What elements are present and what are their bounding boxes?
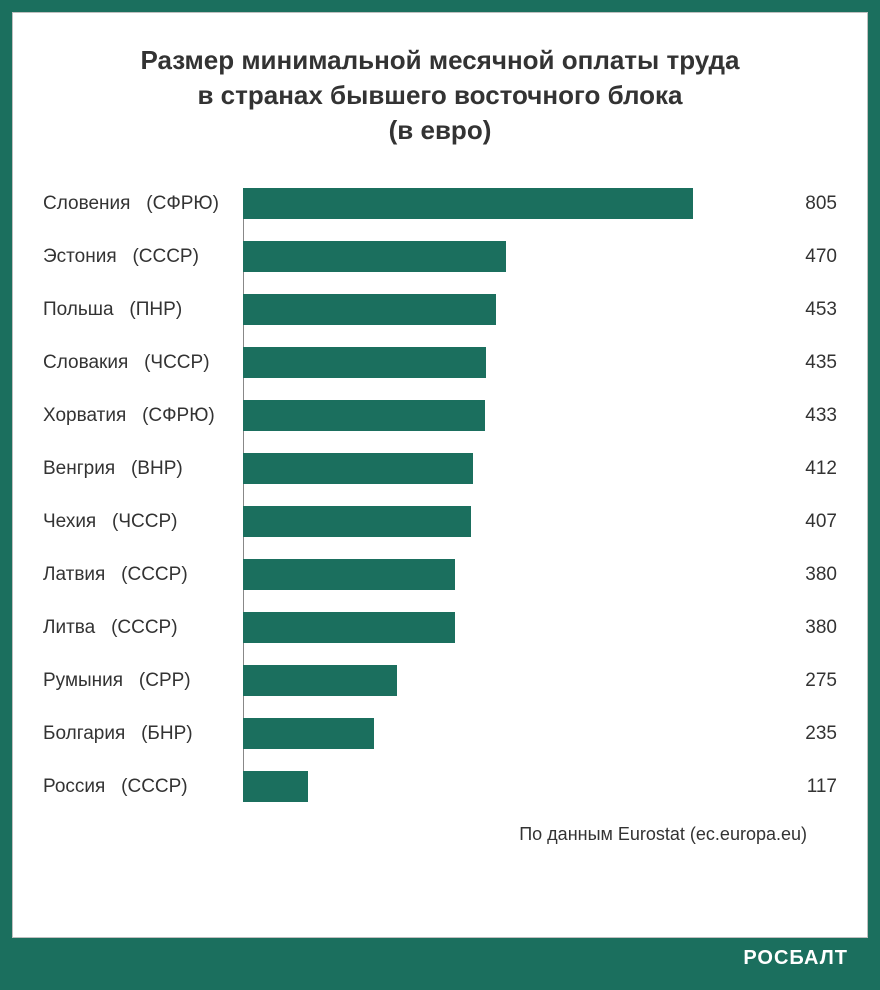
bar-track xyxy=(243,559,777,590)
bar-track xyxy=(243,453,777,484)
title-line-1: Размер минимальной месячной оплаты труда xyxy=(43,43,837,78)
bar-track xyxy=(243,506,777,537)
bar-row: Румыния (СРР)275 xyxy=(243,665,777,696)
row-label: Венгрия (ВНР) xyxy=(43,458,238,480)
row-label: Болгария (БНР) xyxy=(43,723,238,745)
footer-bar: РОСБАЛТ xyxy=(12,938,868,978)
value-label: 805 xyxy=(782,193,837,215)
bar-track xyxy=(243,347,777,378)
row-label: Литва (СССР) xyxy=(43,617,238,639)
bar xyxy=(243,400,485,431)
title-line-3: (в евро) xyxy=(43,113,837,148)
outer-frame: Размер минимальной месячной оплаты труда… xyxy=(0,0,880,990)
value-label: 412 xyxy=(782,458,837,480)
value-label: 275 xyxy=(782,670,837,692)
bar-track xyxy=(243,400,777,431)
bar-track xyxy=(243,241,777,272)
bar xyxy=(243,718,374,749)
row-label: Латвия (СССР) xyxy=(43,564,238,586)
row-label: Чехия (ЧССР) xyxy=(43,511,238,533)
chart-panel: Размер минимальной месячной оплаты труда… xyxy=(12,12,868,938)
value-label: 433 xyxy=(782,405,837,427)
bar-row: Чехия (ЧССР)407 xyxy=(243,506,777,537)
bar-row: Литва (СССР)380 xyxy=(243,612,777,643)
bar xyxy=(243,506,471,537)
value-label: 453 xyxy=(782,299,837,321)
bar-row: Хорватия (СФРЮ)433 xyxy=(243,400,777,431)
bar-row: Россия (СССР)117 xyxy=(243,771,777,802)
bar-row: Польша (ПНР)453 xyxy=(243,294,777,325)
value-label: 380 xyxy=(782,617,837,639)
bar-row: Эстония (СССР)470 xyxy=(243,241,777,272)
value-label: 380 xyxy=(782,564,837,586)
bar-track xyxy=(243,718,777,749)
source-note: По данным Eurostat (ec.europa.eu) xyxy=(43,824,837,845)
bar xyxy=(243,771,308,802)
bar xyxy=(243,453,473,484)
row-label: Россия (СССР) xyxy=(43,776,238,798)
chart-title: Размер минимальной месячной оплаты труда… xyxy=(43,43,837,148)
bar xyxy=(243,665,397,696)
row-label: Эстония (СССР) xyxy=(43,246,238,268)
bar-row: Словакия (ЧССР)435 xyxy=(243,347,777,378)
bar-track xyxy=(243,294,777,325)
bar xyxy=(243,347,486,378)
bar-chart: Словения (СФРЮ)805Эстония (СССР)470Польш… xyxy=(43,188,837,802)
value-label: 470 xyxy=(782,246,837,268)
bar-row: Болгария (БНР)235 xyxy=(243,718,777,749)
value-label: 435 xyxy=(782,352,837,374)
y-axis-line xyxy=(243,188,244,802)
bar-track xyxy=(243,771,777,802)
row-label: Словакия (ЧССР) xyxy=(43,352,238,374)
bar xyxy=(243,241,506,272)
value-label: 407 xyxy=(782,511,837,533)
value-label: 117 xyxy=(782,776,837,798)
footer-logo: РОСБАЛТ xyxy=(743,947,848,970)
row-label: Польша (ПНР) xyxy=(43,299,238,321)
title-line-2: в странах бывшего восточного блока xyxy=(43,78,837,113)
bar xyxy=(243,294,496,325)
bar-track xyxy=(243,665,777,696)
bar xyxy=(243,559,455,590)
bar xyxy=(243,612,455,643)
value-label: 235 xyxy=(782,723,837,745)
bar xyxy=(243,188,693,219)
row-label: Словения (СФРЮ) xyxy=(43,193,238,215)
bar-row: Латвия (СССР)380 xyxy=(243,559,777,590)
bar-row: Венгрия (ВНР)412 xyxy=(243,453,777,484)
bar-track xyxy=(243,612,777,643)
row-label: Румыния (СРР) xyxy=(43,670,238,692)
bar-track xyxy=(243,188,777,219)
row-label: Хорватия (СФРЮ) xyxy=(43,405,238,427)
bar-row: Словения (СФРЮ)805 xyxy=(243,188,777,219)
